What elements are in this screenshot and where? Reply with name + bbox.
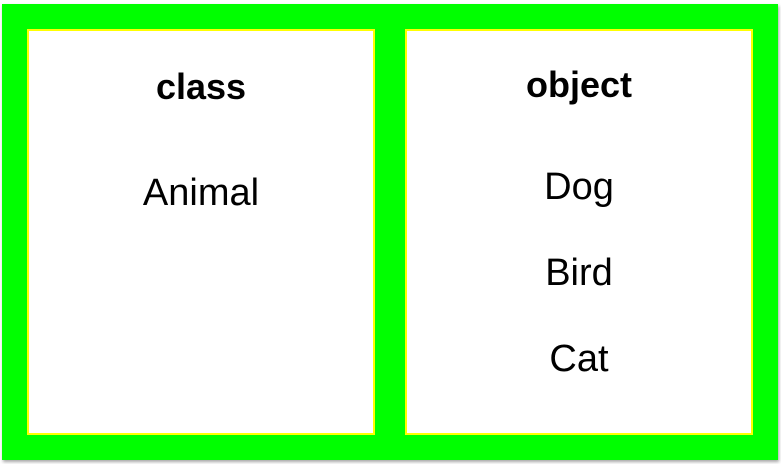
object-heading: object (525, 64, 632, 105)
object-item-dog: Dog (544, 166, 614, 208)
class-item-animal: Animal (142, 172, 260, 214)
class-heading: class (155, 66, 247, 107)
diagram-frame: class Animal object Dog Bird Cat (2, 4, 778, 460)
object-item-bird: Bird (545, 252, 613, 294)
object-item-cat: Cat (549, 338, 609, 380)
object-panel: object Dog Bird Cat (405, 29, 753, 435)
class-panel: class Animal (27, 29, 375, 435)
